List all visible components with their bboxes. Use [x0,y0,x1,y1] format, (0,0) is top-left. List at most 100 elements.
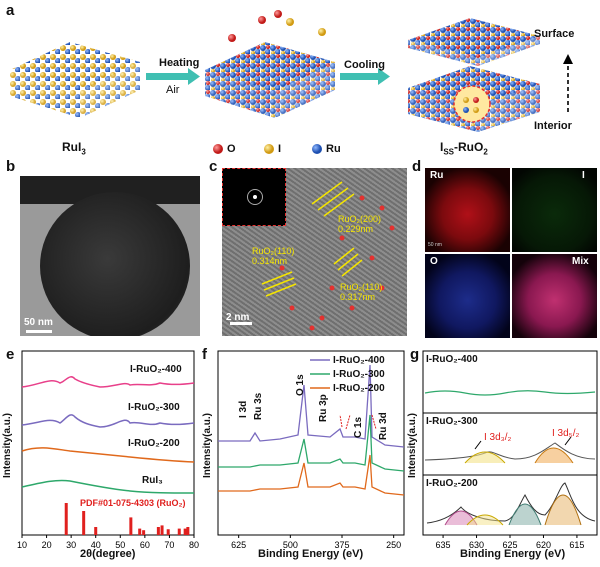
iss-ruo2-surface [408,18,540,66]
iss-ruo2-label: ISS-RuO2 [440,140,488,157]
heating-label: Heating [159,57,200,69]
xrd-ref-bar [138,528,142,535]
surface-label: Surface [534,28,575,40]
interior-to-surface-arrow [563,54,573,112]
legend-ru-dot [312,144,322,154]
xrd-chart: 10 20 30 40 50 60 70 80 [17,350,199,550]
xps-legend-400: I-RuO₂-400 [333,355,385,366]
i3d-title-300: I-RuO₂-300 [426,416,478,427]
xps-frame [217,350,405,536]
cooling-arrow [340,68,390,85]
xrd-tick-label: 40 [91,540,101,550]
xrd-ref-bar [129,517,133,535]
i3d-tick-label: 635 [436,540,451,550]
xps-tick-label: 375 [334,540,349,550]
rui3-block [10,42,140,118]
xps-ylabel: Intensity(a.u.) [202,412,213,478]
eds-mix-label: Mix [572,256,589,267]
xps-i3d-chart: 635 630 625 620 615 [422,350,598,550]
xrd-ref-bar [166,529,170,535]
xps-o1s-label: O 1s [295,374,306,396]
legend-i-label: I [278,143,282,155]
i3d-ticks: 635 630 625 620 615 [436,535,584,550]
xrd-tick-label: 70 [164,540,174,550]
xps-legend-300: I-RuO₂-300 [333,369,385,380]
panel-e-letter: e [6,346,15,363]
xrd-ref-bar [177,528,181,535]
cooling-label: Cooling [344,59,385,71]
xps-ru3s-label: Ru 3s [253,392,264,420]
i3d-tick-label: 625 [502,540,517,550]
xrd-ref-bar [142,530,146,535]
xrd-frame [21,350,195,536]
xrd-ref-bar [82,511,86,535]
eds-o-label: O [430,256,438,267]
xrd-ref-bar [64,503,68,535]
xrd-tick-label: 20 [42,540,52,550]
i3d-tick-label: 620 [536,540,551,550]
i3d32-label: I 3d₃/₂ [484,432,512,443]
xps-series-300 [218,414,405,472]
i3d-series-400 [424,390,596,396]
i3d-ylabel: Intensity(a.u.) [407,412,418,478]
xrd-ref-bar [156,527,160,535]
xrd-ref-bar [183,528,187,535]
xrd-ref-bar [160,525,164,535]
annot-200: RuO₂(200) 0.229nm [338,214,382,234]
xrd-series-300 [21,414,195,428]
panel-d-letter: d [412,158,422,175]
xrd-xlabel: 2θ(degree) [80,548,136,560]
i3d-tick-label: 615 [569,540,584,550]
xrd-legend-rui3: RuI₃ [142,475,163,486]
i3d-fit-200-c [508,503,542,526]
saed-inset [222,168,286,226]
xps-legend-200: I-RuO₂-200 [333,383,385,394]
legend-ru-label: Ru [326,143,341,155]
xps-ru3d-label: Ru 3d [378,412,389,440]
panel-a-schematic [10,10,573,154]
rui3-label: RuI3 [62,140,86,157]
heated-block [205,10,335,118]
scale-bar-b [26,330,52,333]
xrd-ylabel: Intensity(a.u.) [2,412,13,478]
hrtem-overlay [230,181,395,331]
xps-series-400 [218,364,405,448]
xrd-legend-200: I-RuO₂-200 [128,438,180,449]
eds-map-mix [512,254,597,338]
xrd-series-200 [21,447,195,463]
annot-110a: RuO₂(110) 0.314nm [252,246,295,266]
xrd-tick-label: 50 [115,540,125,550]
i3d-title-200: I-RuO₂-200 [426,478,478,489]
eds-map-i [512,168,597,252]
xrd-reference-label: PDF#01-075-4303 (RuO₂) [80,498,186,508]
heating-arrow [146,68,200,85]
xrd-ticks: 10 20 30 40 50 60 70 80 [17,535,199,550]
eds-map-ru [425,168,510,252]
i3d-fit-300-b [534,447,574,464]
xrd-tick-label: 60 [140,540,150,550]
i3d-fit-300-a [464,451,506,464]
i3d-fit-200-d [544,494,582,526]
legend-o-label: O [227,143,236,155]
xps-legend-swatches [310,359,330,389]
ru3p-marker [339,414,351,430]
xrd-legend-300: I-RuO₂-300 [128,402,180,413]
xps-survey-chart: 625 500 375 250 [217,350,405,550]
eds-scale-label: 50 nm [428,242,442,248]
xps-tick-label: 625 [231,540,246,550]
i3d32-arrow [474,440,482,450]
xrd-tick-label: 80 [189,540,199,550]
xps-tick-label: 250 [386,540,401,550]
i3d52-arrow [564,436,572,446]
iss-ruo2-interior [408,66,540,132]
xps-tick-label: 500 [283,540,298,550]
xrd-series-400 [21,376,195,388]
scale-label-b: 50 nm [24,317,53,328]
xrd-ref-bar [186,527,190,535]
panel-c-letter: c [209,158,218,175]
i3d-fit-200-b [466,514,504,526]
xrd-tick-label: 30 [66,540,76,550]
i3d52-label: I 3d₅/₂ [552,428,580,439]
ru3d-marker [371,414,377,430]
panel-a-letter: a [6,2,15,19]
